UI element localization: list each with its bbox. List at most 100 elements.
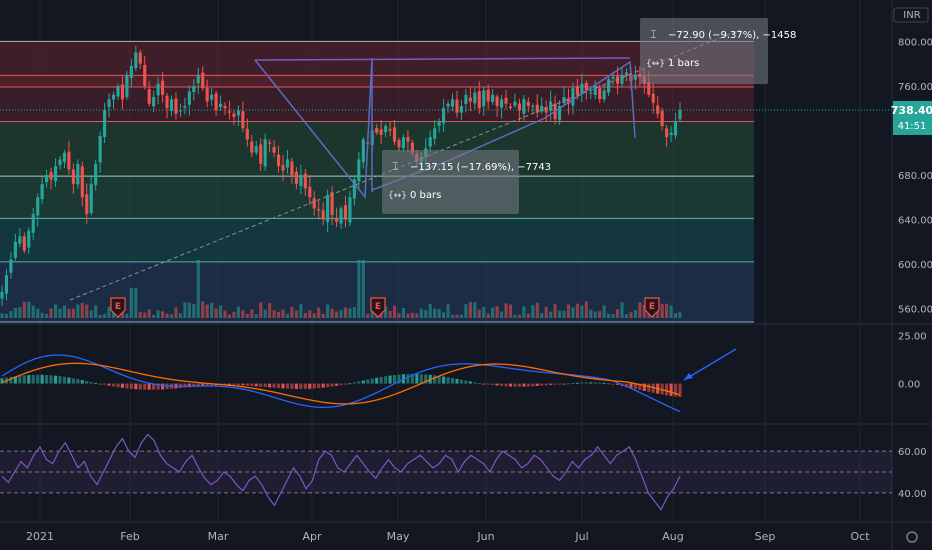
volume-bar: [9, 311, 13, 318]
volume-bar: [334, 311, 339, 318]
volume-bar: [89, 310, 93, 318]
measure-bars-text: 1 bars: [668, 58, 699, 69]
macd-histogram-bar: [254, 383, 258, 387]
macd-histogram-bar: [161, 383, 165, 390]
candle-body: [535, 104, 539, 113]
rsi-tick-label: 40.00: [898, 489, 927, 500]
candle-body: [598, 88, 602, 100]
volume-bar: [388, 310, 392, 318]
candle-body: [223, 105, 227, 109]
macd-histogram-bar: [615, 383, 620, 385]
earnings-label: E: [375, 302, 381, 312]
macd-histogram-bar: [419, 374, 423, 384]
macd-histogram-bar: [67, 377, 71, 384]
last-price-label: 738.40: [891, 104, 932, 117]
candle-body: [40, 183, 44, 200]
volume-bar: [272, 310, 276, 318]
volume-bar: [326, 304, 330, 318]
price-tick-label: 680.00: [898, 171, 932, 182]
macd-histogram-bar: [464, 380, 468, 384]
macd-histogram-bar: [513, 383, 517, 387]
volume-bar: [263, 309, 267, 318]
volume-bar: [531, 305, 535, 318]
macd-tick-label: 25.00: [898, 332, 927, 343]
macd-histogram-bar: [491, 383, 495, 386]
volume-bar: [571, 307, 575, 318]
macd-histogram-bar: [303, 383, 307, 389]
earnings-badge: [644, 297, 660, 318]
macd-pane: [0, 348, 737, 413]
macd-histogram-bar: [276, 383, 281, 389]
settings-icon: [906, 531, 918, 543]
macd-histogram-bar: [410, 373, 414, 384]
candle-body: [183, 105, 187, 108]
macd-histogram-bar: [259, 383, 263, 387]
volume-bar: [500, 311, 504, 318]
macd-histogram-bar: [370, 378, 374, 384]
macd-histogram-bar: [281, 383, 285, 389]
last-price-badge: [893, 100, 932, 135]
earnings-marker: E: [644, 297, 660, 318]
volume-bar: [580, 305, 584, 318]
macd-histogram-bar: [584, 382, 588, 384]
macd-histogram-bar: [9, 376, 13, 384]
macd-histogram-bar: [589, 382, 593, 384]
macd-histogram-bar: [326, 383, 330, 388]
volume-bar: [53, 304, 58, 318]
macd-histogram-bar: [321, 383, 325, 388]
macd-histogram-bar: [500, 383, 504, 386]
candle-body: [129, 65, 133, 78]
volume-bar: [13, 308, 17, 318]
candle-body: [562, 97, 566, 104]
volume-bar: [611, 313, 615, 318]
macd-histogram-bar: [27, 375, 31, 384]
measure-overlays[interactable]: ⌶ −137.15 (−17.69%), −7743{↔} 0 bars⌶ −72.9…: [382, 18, 796, 214]
macd-histogram-bar: [580, 382, 584, 384]
macd-histogram-bar: [669, 383, 673, 396]
macd-histogram-bar: [45, 374, 49, 384]
volume-bar: [629, 312, 633, 318]
rsi-pane: [0, 433, 892, 511]
volume-bar: [508, 304, 513, 318]
volume-bar: [566, 304, 571, 318]
macd-histogram-bar: [53, 375, 58, 384]
candle-body: [500, 99, 504, 108]
candle-body: [210, 94, 214, 100]
candle-body: [241, 111, 245, 129]
volume-bar: [201, 301, 205, 318]
candle-body: [584, 83, 588, 91]
macd-histogram-bar: [540, 383, 544, 386]
candle-body: [334, 217, 339, 222]
macd-histogram-bar: [236, 383, 240, 386]
candle-body: [134, 52, 138, 69]
candle-body: [178, 110, 182, 112]
volume-bar: [125, 313, 129, 318]
macd-histogram-bar: [647, 383, 651, 392]
earnings-badge: [370, 297, 386, 318]
volume-bar: [660, 303, 664, 318]
volume-bar: [178, 313, 182, 318]
candle-body: [624, 72, 629, 75]
volume-bar: [232, 311, 236, 318]
candle-body: [575, 86, 579, 95]
candle-body: [495, 96, 499, 106]
candle-body: [558, 105, 562, 121]
time-tick-label: May: [387, 530, 410, 543]
macd-histogram-bar: [205, 383, 209, 386]
macd-histogram-bar: [566, 383, 571, 385]
candle-body: [299, 175, 303, 187]
candle-body: [116, 85, 120, 97]
time-tick-label: Aug: [662, 530, 683, 543]
candle-body: [633, 74, 637, 80]
macd-histogram-bar: [629, 383, 633, 389]
volume-bar: [540, 313, 544, 318]
volume-bar: [477, 309, 481, 318]
macd-histogram-bar: [352, 382, 356, 384]
candle-body: [53, 166, 58, 182]
volume-bar: [446, 304, 450, 318]
volume-bar: [495, 306, 499, 318]
rsi-line: [1, 433, 681, 511]
volume-bar: [464, 304, 468, 318]
candle-body: [89, 183, 93, 214]
